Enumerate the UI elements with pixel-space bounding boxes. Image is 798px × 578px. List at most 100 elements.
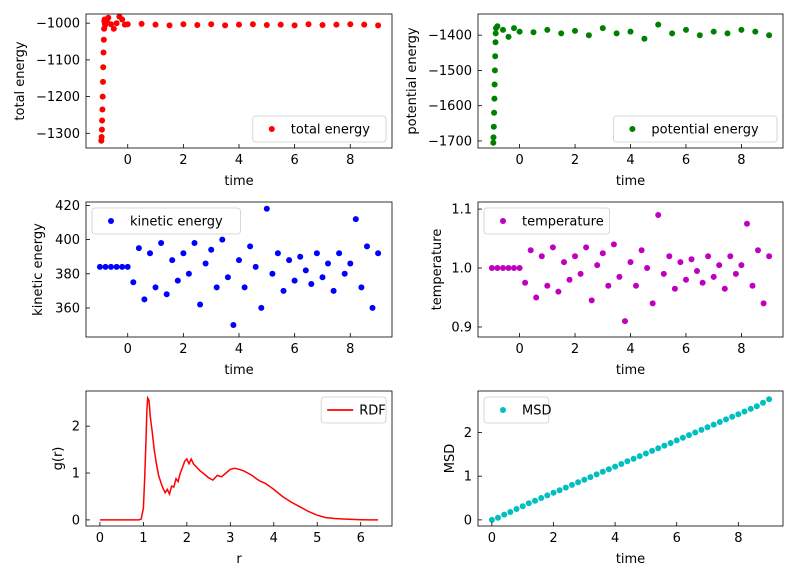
data-point	[660, 270, 667, 277]
chart-panel-6: 0 2 4 6 8 0 1 2 time MSD MSD	[443, 390, 784, 567]
data-point	[727, 253, 734, 260]
data-point	[500, 26, 506, 33]
x-tick-label: 8	[346, 153, 354, 168]
data-point	[219, 236, 226, 243]
data-point	[704, 424, 711, 431]
data-point	[683, 26, 689, 33]
x-tick-label: 2	[571, 342, 579, 357]
data-point	[766, 32, 773, 39]
data-point	[699, 279, 706, 286]
data-point	[99, 93, 106, 100]
data-point	[191, 240, 198, 246]
data-point	[347, 21, 354, 28]
data-point	[105, 14, 112, 21]
data-point	[274, 250, 281, 257]
data-point	[747, 405, 754, 412]
data-point	[558, 30, 565, 37]
data-point	[686, 432, 692, 439]
data-point	[561, 259, 567, 266]
y-tick-label: −1200	[36, 90, 80, 105]
data-point	[752, 28, 759, 35]
data-point	[352, 216, 359, 223]
y-tick-label: 1	[72, 467, 80, 482]
y-tick-label: −1000	[36, 17, 80, 32]
data-point	[488, 516, 495, 523]
x-tick-label: 4	[270, 531, 278, 546]
data-point	[627, 259, 634, 266]
y-tick-label: 2	[72, 420, 80, 435]
data-point	[375, 250, 382, 257]
data-point	[638, 247, 645, 254]
legend-swatch	[108, 218, 114, 224]
data-point	[721, 285, 728, 292]
data-point	[605, 466, 612, 473]
y-tick-label: 360	[55, 301, 80, 316]
data-point	[581, 476, 588, 483]
x-axis-label: time	[616, 363, 645, 378]
data-point	[511, 265, 517, 271]
data-point	[333, 21, 340, 28]
y-tick-label: 0	[72, 513, 80, 528]
data-point	[644, 265, 651, 271]
data-point	[330, 287, 337, 294]
chart-panel-5: 0 1 2 3 4 5 6 0 1 2 r g(r) RDF	[51, 390, 393, 567]
data-point	[655, 21, 662, 28]
data-point	[108, 263, 114, 270]
y-axis-label: kinetic energy	[31, 223, 46, 316]
data-point	[336, 250, 343, 257]
data-point	[501, 511, 508, 518]
data-point	[588, 297, 595, 304]
legend: total energy	[252, 115, 387, 143]
x-tick-label: 4	[626, 153, 634, 168]
x-tick-label: 4	[235, 342, 243, 357]
legend-box	[320, 396, 387, 424]
data-point	[755, 247, 761, 254]
legend-label: potential energy	[651, 123, 759, 138]
axes-frame	[85, 390, 393, 527]
y-tick-label: 0.9	[451, 320, 472, 335]
data-point	[511, 25, 517, 32]
data-point	[599, 25, 606, 32]
data-point	[113, 263, 120, 270]
data-point	[302, 267, 309, 274]
data-point	[562, 484, 569, 491]
y-tick-label: 400	[55, 233, 80, 248]
data-point	[163, 291, 170, 298]
chart-panel-4: 0 2 4 6 8 0.9 1.0 1.1 time temperature temperature	[430, 201, 784, 378]
legend: RDF	[320, 396, 387, 424]
data-point	[138, 20, 145, 27]
legend-box	[483, 396, 550, 424]
y-tick-label: 0	[464, 513, 472, 528]
data-point	[627, 28, 634, 35]
data-point	[269, 270, 276, 277]
data-point	[572, 27, 578, 34]
y-tick-label: 1.1	[451, 203, 472, 218]
legend: MSD	[483, 396, 551, 424]
data-point	[519, 503, 526, 510]
data-point	[766, 253, 773, 260]
data-point	[102, 263, 109, 270]
data-point	[208, 21, 215, 28]
data-point	[263, 205, 270, 212]
x-axis-label: time	[616, 552, 645, 567]
data-point	[319, 22, 326, 28]
data-point	[491, 95, 498, 102]
data-point	[347, 260, 354, 267]
legend: potential energy	[613, 115, 778, 143]
data-point	[599, 468, 606, 475]
x-axis-label: time	[616, 174, 645, 189]
data-point	[158, 240, 165, 246]
y-tick-label: 1	[464, 470, 472, 485]
data-point	[705, 253, 712, 260]
data-point	[522, 279, 529, 286]
data-point	[710, 273, 717, 280]
data-point	[297, 253, 304, 260]
data-point	[325, 260, 331, 267]
y-tick-label: 420	[55, 199, 80, 214]
x-tick-label: 4	[235, 153, 243, 168]
data-point	[550, 489, 557, 496]
data-point	[696, 32, 703, 39]
data-point	[593, 471, 600, 478]
y-tick-label: −1300	[36, 127, 80, 142]
data-point	[113, 20, 120, 27]
